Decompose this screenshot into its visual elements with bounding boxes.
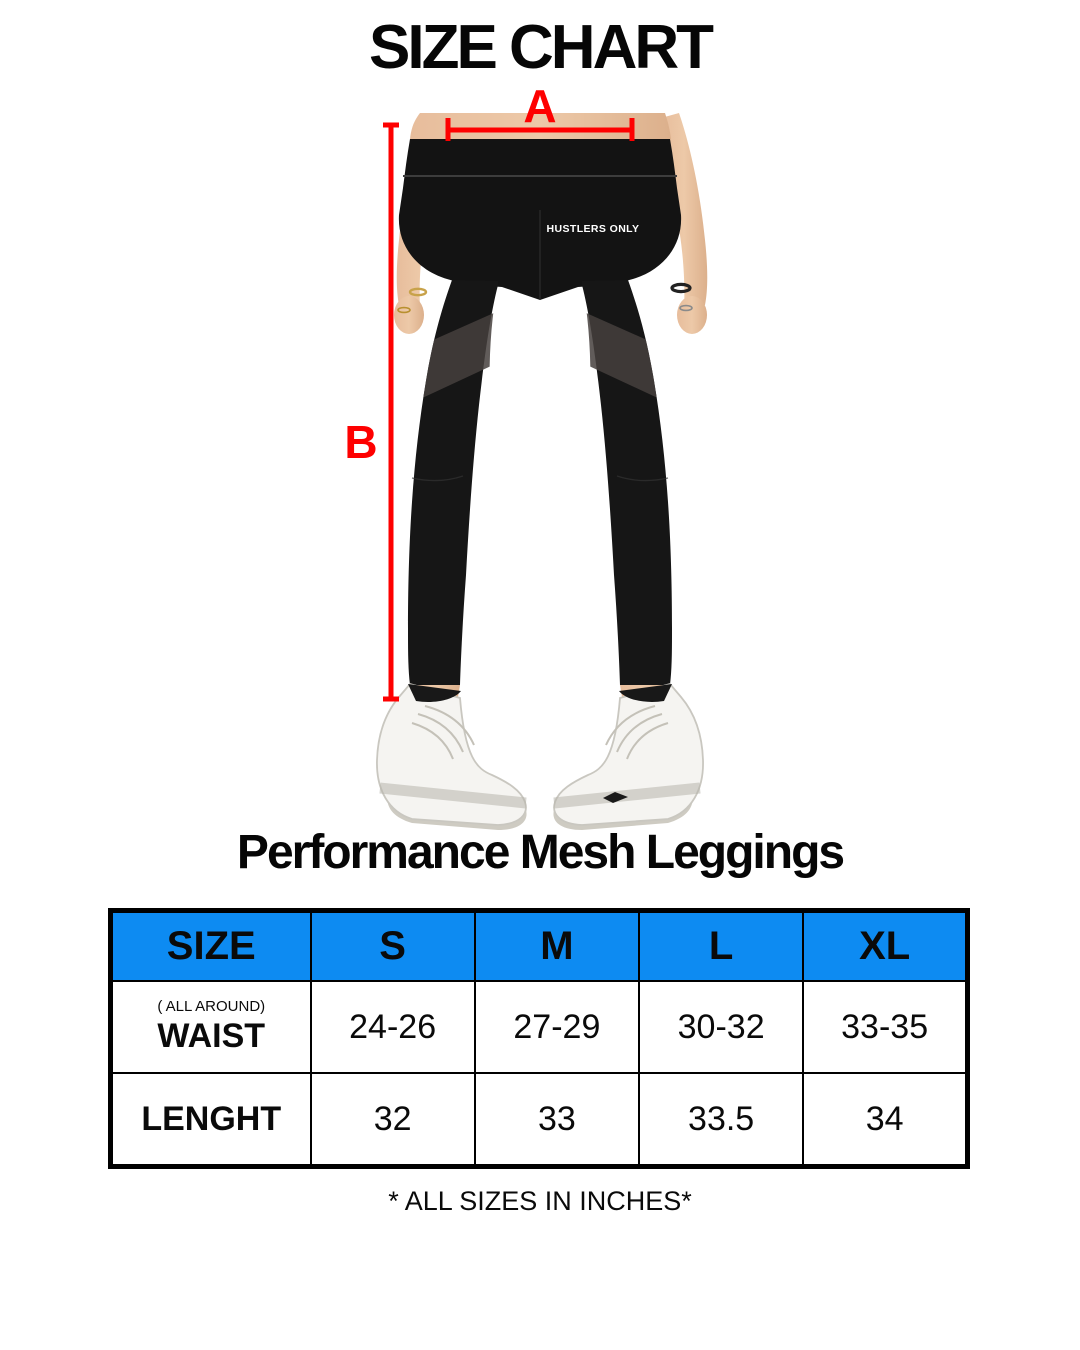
svg-text:B: B xyxy=(344,416,377,468)
svg-text:HUSTLERS ONLY: HUSTLERS ONLY xyxy=(547,223,640,235)
svg-text:A: A xyxy=(523,80,556,132)
